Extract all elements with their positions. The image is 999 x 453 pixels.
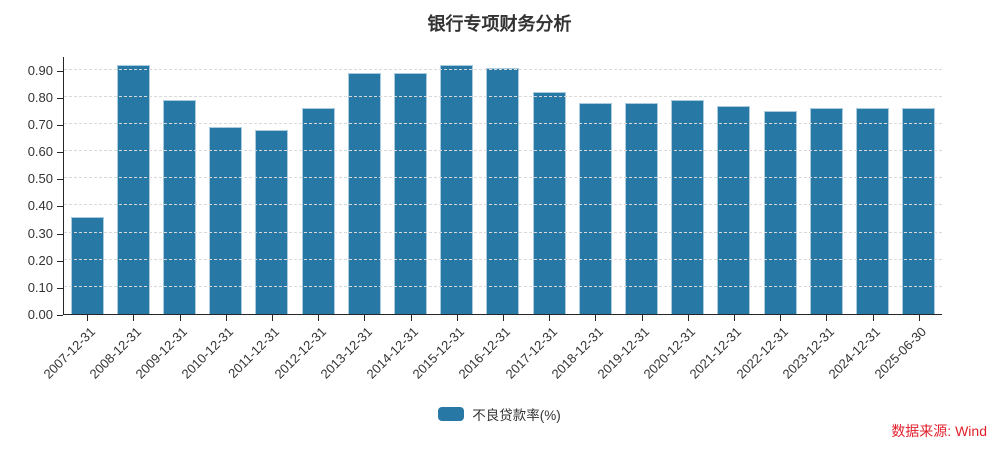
- x-tick-mark: [318, 315, 320, 321]
- y-axis-label-0.30: 0.30: [27, 225, 53, 241]
- gridline-0.80: [64, 95, 942, 97]
- bar-slot-2007-12-31: 2007-12-31: [40, 57, 110, 382]
- data-source-note: 数据来源: Wind: [891, 423, 987, 439]
- bar-slot-2017-12-31: 2017-12-31: [502, 57, 572, 382]
- x-tick-mark: [502, 315, 504, 321]
- bar-slot-2009-12-31: 2009-12-31: [132, 57, 202, 382]
- bar-2016-12-31: [486, 67, 520, 314]
- legend-item-npl-ratio[interactable]: 不良贷款率(%): [0, 404, 999, 424]
- x-tick-mark: [87, 315, 89, 321]
- bar-slot-2015-12-31: 2015-12-31: [410, 57, 480, 382]
- bar-2024-12-31: [856, 108, 890, 314]
- bar-slot-2022-12-31: 2022-12-31: [733, 57, 803, 382]
- bar-2021-12-31: [717, 105, 751, 314]
- x-tick-mark: [133, 315, 135, 321]
- legend-label: 不良贷款率(%): [472, 408, 561, 423]
- bar-slot-2013-12-31: 2013-12-31: [317, 57, 387, 382]
- bar-slot-2010-12-31: 2010-12-31: [179, 57, 249, 382]
- y-tick-mark: [57, 233, 63, 235]
- x-tick-mark: [918, 315, 920, 321]
- gridline-0.90: [64, 68, 942, 70]
- bar-slot-2024-12-31: 2024-12-31: [826, 57, 895, 382]
- y-tick-mark: [57, 70, 63, 72]
- y-tick-mark: [57, 124, 63, 126]
- bar-slot-2019-12-31: 2019-12-31: [595, 57, 664, 382]
- x-tick-mark: [687, 315, 689, 321]
- y-axis-label-0.10: 0.10: [27, 279, 53, 295]
- x-tick-mark: [549, 315, 551, 321]
- bar-2007-12-31: [70, 216, 104, 314]
- x-tick-mark: [826, 315, 828, 321]
- legend-swatch-icon: [438, 407, 465, 421]
- x-tick-mark: [225, 315, 227, 321]
- y-axis-label-0.60: 0.60: [27, 144, 53, 160]
- y-tick-mark: [57, 179, 63, 181]
- bar-series-container: 2007-12-31 2008-12-31 2009-12-31 2010-12-31…: [40, 57, 942, 382]
- bar-slot-2012-12-31: 2012-12-31: [271, 57, 341, 382]
- x-tick-mark: [364, 315, 366, 321]
- chart-title: 银行专项财务分析: [427, 14, 572, 34]
- gridline-0.40: [64, 204, 942, 206]
- bar-2018-12-31: [578, 102, 612, 314]
- x-tick-mark: [733, 315, 735, 321]
- bar-2020-12-31: [671, 100, 705, 314]
- x-tick-mark: [456, 315, 458, 321]
- y-tick-mark: [57, 206, 63, 208]
- bar-2012-12-31: [301, 108, 335, 314]
- bar-slot-2023-12-31: 2023-12-31: [779, 57, 849, 382]
- y-axis-label-0.90: 0.90: [27, 62, 53, 78]
- gridline-0.70: [64, 122, 942, 124]
- gridline-0.20: [64, 258, 942, 260]
- x-tick-mark: [780, 315, 782, 321]
- y-axis-label-0.20: 0.20: [27, 252, 53, 268]
- x-tick-mark: [410, 315, 412, 321]
- bar-2023-12-31: [809, 108, 843, 314]
- bar-slot-2021-12-31: 2021-12-31: [687, 57, 757, 382]
- plot-area: 2007-12-31 2008-12-31 2009-12-31 2010-12-31…: [40, 57, 942, 382]
- bar-slot-2014-12-31: 2014-12-31: [364, 57, 433, 382]
- gridline-0.50: [64, 177, 942, 179]
- y-tick-mark: [57, 315, 63, 316]
- gridline-0.10: [64, 285, 942, 287]
- x-tick-mark: [179, 315, 181, 321]
- bar-slot-2011-12-31: 2011-12-31: [226, 57, 295, 381]
- bar-slot-2016-12-31: 2016-12-31: [456, 57, 526, 382]
- y-axis: 0.00 0.10 0.20 0.30 0.40 0.50 0.60 0.70 0.80 0.90: [0, 57, 63, 322]
- x-tick-mark: [271, 315, 273, 321]
- y-tick-mark: [57, 152, 63, 154]
- x-tick-mark: [641, 315, 643, 321]
- y-axis-label-0.70: 0.70: [27, 116, 53, 132]
- bar-2015-12-31: [440, 65, 474, 314]
- bar-2022-12-31: [763, 111, 797, 314]
- bar-2013-12-31: [347, 73, 381, 314]
- bar-2011-12-31: [255, 130, 289, 314]
- y-axis-label-0.00: 0.00: [27, 307, 53, 322]
- bar-slot-2018-12-31: 2018-12-31: [548, 57, 618, 382]
- bar-slot-2008-12-31: 2008-12-31: [86, 57, 156, 382]
- bar-slot-2025-06-30: 2025-06-30: [872, 57, 942, 382]
- bar-2014-12-31: [394, 73, 428, 314]
- y-tick-mark: [57, 97, 63, 99]
- x-tick-mark: [595, 315, 597, 321]
- y-axis-label-0.40: 0.40: [27, 198, 53, 214]
- gridline-0.60: [64, 150, 942, 152]
- gridline-0.30: [64, 231, 942, 233]
- bar-2009-12-31: [163, 100, 196, 314]
- bar-2008-12-31: [116, 65, 150, 314]
- y-tick-mark: [57, 287, 63, 289]
- bar-2017-12-31: [532, 92, 566, 314]
- bar-2010-12-31: [209, 127, 243, 314]
- y-tick-mark: [57, 260, 63, 262]
- y-axis-label-0.80: 0.80: [27, 89, 53, 105]
- bar-slot-2020-12-31: 2020-12-31: [641, 57, 711, 382]
- bar-2025-06-30: [902, 108, 936, 314]
- bar-2019-12-31: [625, 102, 659, 314]
- x-tick-mark: [872, 315, 874, 321]
- y-axis-label-0.50: 0.50: [27, 171, 53, 187]
